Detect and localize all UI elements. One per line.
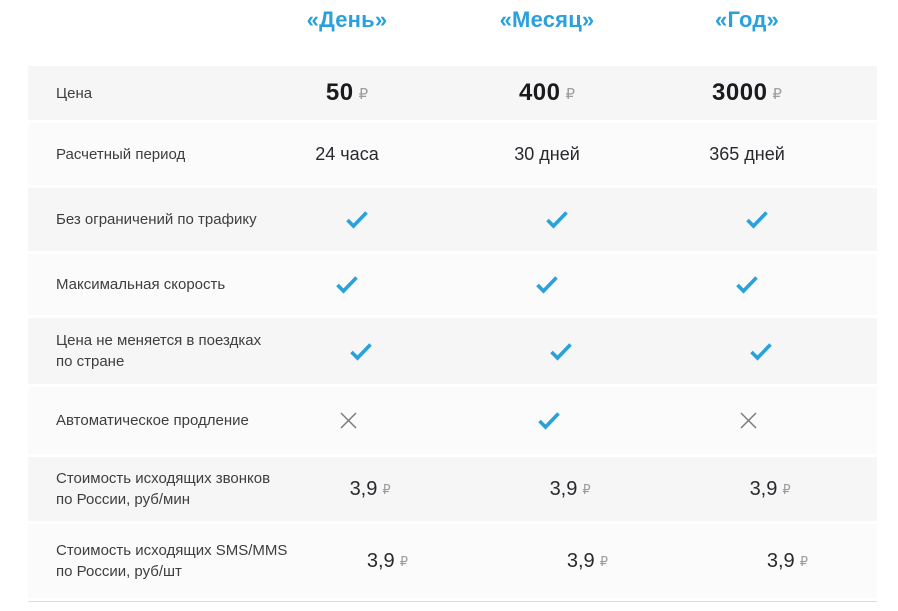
check-icon [745, 211, 768, 229]
price-amount: 3,9 [549, 477, 578, 500]
check-icon [345, 211, 368, 229]
period-text: 24 часа [315, 143, 379, 164]
price-amount: 3,9 [366, 549, 395, 572]
price-amount: 3,9 [349, 477, 378, 500]
check-icon [350, 342, 372, 361]
period-text: 365 дней [709, 143, 785, 164]
row-label: Цена [56, 84, 93, 102]
period-value-year: 365 дней [647, 144, 847, 165]
call-cost-month: 3,9 ₽ [470, 478, 670, 501]
row-label: Без ограничений по трафику [56, 211, 257, 228]
row-call-cost: Стоимость исходящих звонков по России, р… [28, 457, 877, 521]
tariff-comparison-table: «День» «Месяц» «Год» Цена 50 ₽ 400 ₽ 3000 ₽ [28, 0, 877, 602]
price-value-year: 3000 ₽ [647, 79, 847, 107]
table-header-row: «День» «Месяц» «Год» [28, 0, 877, 66]
call-cost-day: 3,9 ₽ [270, 478, 470, 501]
feature-cell-year [657, 210, 857, 229]
row-label: Стоимость исходящих SMS/MMS по России, р… [56, 542, 288, 580]
ruble-sign: ₽ [399, 554, 408, 570]
row-billing-period: Расчетный период 24 часа 30 дней 365 дне… [28, 123, 877, 185]
check-icon [336, 276, 358, 294]
sms-cost-day: 3,9 ₽ [287, 550, 487, 573]
feature-cell-year [661, 342, 861, 361]
period-text: 30 дней [514, 143, 580, 164]
sms-cost-year: 3,9 ₽ [687, 550, 887, 573]
feature-cell-day [257, 210, 457, 229]
sms-cost-month: 3,9 ₽ [487, 550, 687, 573]
row-label: Автоматическое продление [56, 412, 249, 429]
price-amount: 400 [518, 79, 561, 106]
plan-column-year: «Год» [647, 7, 847, 33]
feature-cell-month [457, 210, 657, 229]
price-amount: 3,9 [566, 549, 595, 572]
feature-cell-year [649, 411, 849, 430]
ruble-sign: ₽ [382, 482, 391, 498]
check-icon [550, 342, 572, 361]
feature-cell-year [647, 275, 847, 294]
feature-cell-month [447, 275, 647, 294]
row-price-travel: Цена не меняется в поездках по стране [28, 318, 877, 384]
row-label: Максимальная скорость [56, 276, 226, 293]
row-unlimited-traffic: Без ограничений по трафику [28, 188, 877, 251]
plan-column-day: «День» [247, 7, 447, 33]
ruble-sign: ₽ [782, 482, 791, 498]
ruble-sign: ₽ [565, 85, 576, 103]
row-sms-cost: Стоимость исходящих SMS/MMS по России, р… [28, 524, 877, 598]
price-amount: 50 [325, 79, 354, 106]
feature-cell-month [461, 342, 661, 361]
feature-cell-day [261, 342, 461, 361]
price-amount: 3,9 [766, 549, 795, 572]
check-icon [750, 342, 772, 361]
ruble-sign: ₽ [599, 554, 608, 570]
check-icon [536, 276, 558, 294]
row-auto-renewal: Автоматическое продление [28, 387, 877, 454]
row-max-speed: Максимальная скорость [28, 254, 877, 315]
ruble-sign: ₽ [358, 85, 369, 103]
row-label: Цена не меняется в поездках по стране [56, 332, 262, 370]
plan-name-day[interactable]: «День» [306, 7, 388, 32]
feature-cell-month [449, 411, 649, 430]
feature-cell-day [249, 411, 449, 430]
price-amount: 3000 [712, 79, 768, 106]
price-value-month: 400 ₽ [447, 79, 647, 107]
check-icon [538, 412, 560, 430]
feature-cell-day [247, 275, 447, 294]
period-value-day: 24 часа [247, 144, 447, 165]
ruble-sign: ₽ [799, 554, 808, 570]
call-cost-year: 3,9 ₽ [670, 478, 870, 501]
plan-name-month[interactable]: «Месяц» [499, 7, 595, 32]
price-value-day: 50 ₽ [247, 79, 447, 107]
ruble-sign: ₽ [582, 482, 591, 498]
ruble-sign: ₽ [772, 85, 782, 103]
plan-name-year[interactable]: «Год» [715, 7, 779, 32]
row-label: Стоимость исходящих звонков по России, р… [56, 470, 271, 508]
plan-column-month: «Месяц» [447, 7, 647, 33]
check-icon [736, 276, 758, 294]
row-price: Цена 50 ₽ 400 ₽ 3000 ₽ [28, 66, 877, 120]
price-amount: 3,9 [749, 477, 778, 500]
row-label: Расчетный период [56, 145, 186, 163]
check-icon [545, 211, 568, 229]
cross-icon [740, 412, 757, 429]
period-value-month: 30 дней [447, 144, 647, 165]
cross-icon [340, 412, 357, 429]
